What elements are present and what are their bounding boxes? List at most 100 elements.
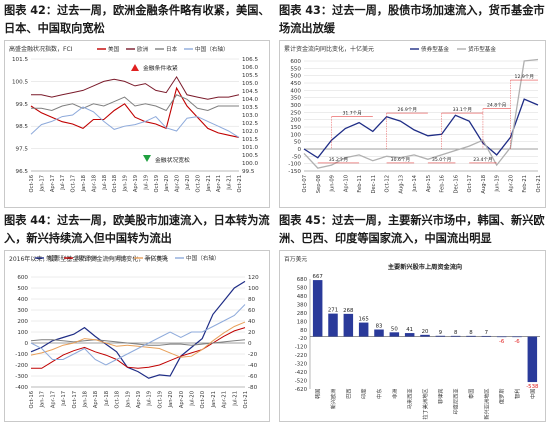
x-tick-label: Feb-16 (440, 175, 446, 193)
chart-45-panel: 百万美元 主要新兴股市上周资金流向 -620 -520 -420 -320 -220 -120… (279, 250, 546, 422)
category-label: 智利 (513, 389, 521, 399)
y2-tick-label: 20 (248, 330, 256, 336)
x-tick-label: Oct-21 (536, 175, 542, 192)
bar-value-label: 41 (406, 327, 413, 333)
x-tick-label: Jul-21 (227, 175, 233, 191)
x-tick-label: Apr-19 (136, 391, 142, 408)
legend-label: 欧洲 (137, 45, 149, 53)
easing-arrow-icon (143, 155, 151, 162)
x-tick-label: Oct-07 (302, 175, 308, 192)
legend-label: 货币型基金 (468, 45, 496, 53)
bar-value-label: 667 (313, 274, 323, 280)
bar-value-label: 9 (439, 330, 443, 336)
y-tick-label: 50 (294, 140, 302, 146)
y-tick-label: 480 (297, 294, 308, 300)
y2-tick-label: 99.5 (242, 169, 255, 175)
y2-tick-label: 102.0 (242, 129, 258, 135)
chart-title: 主要新兴股市上周资金流向 (388, 263, 462, 271)
y2-tick-label: 104.0 (242, 97, 258, 103)
category-label: 中国 (528, 389, 536, 399)
y-tick-label: 500 (17, 286, 28, 292)
y-tick-label: 96.5 (16, 169, 29, 175)
legend-label: 美国 (108, 45, 120, 53)
y-tick-label: -200 (15, 363, 28, 369)
series-line (31, 94, 239, 112)
x-tick-label: Jan-18 (83, 391, 89, 408)
x-tick-label: Jan-18 (81, 175, 87, 192)
y2-tick-label: 105.0 (242, 81, 258, 87)
cycle-label: 23.4个月 (473, 157, 492, 163)
x-tick-label: Jul-18 (102, 175, 108, 191)
category-label: 俄罗斯 (498, 389, 506, 405)
x-tick-label: Apr-17 (50, 175, 56, 192)
y2-tick-label: 103.0 (242, 113, 258, 119)
cycle-label: 31.7个月 (342, 111, 361, 117)
y-tick-label: 0 (297, 147, 301, 153)
y-tick-label: -100 (288, 162, 301, 168)
x-tick-label: Apr-19 (133, 175, 139, 192)
y-tick-label: -120 (295, 345, 308, 351)
y2-tick-label: -20 (248, 352, 258, 358)
cycle-label: 35.2个月 (329, 157, 348, 163)
category-label: 印度尼西亚 (452, 389, 460, 415)
x-tick-label: Apr-20 (508, 175, 514, 192)
series-line (30, 321, 246, 358)
y2-tick-label: 80 (248, 297, 256, 303)
bar-value-label: 8 (469, 330, 473, 336)
series-line (30, 86, 240, 138)
chart-44-panel: 2016年以来，股票型基金累计资金流向同比变化，十亿美元 -400 -300 -200… (4, 250, 270, 422)
annotation-label: 金融状况宽松 (155, 156, 190, 164)
figure-45-heading: 图表 45：过去一周，主要新兴市场中，韩国、新兴欧洲、巴西、印度等国家流入，中国… (279, 214, 545, 245)
y-tick-label: 280 (297, 311, 308, 317)
cycle-label: 26.9个月 (398, 107, 417, 113)
cycle-label: 30.6个月 (391, 157, 410, 163)
cycle-label: 24.8个月 (487, 103, 506, 109)
y2-tick-label: 101.0 (242, 145, 258, 151)
y-tick-label: -420 (295, 370, 308, 376)
y-tick-label: 350 (290, 96, 301, 102)
y-tick-label: 80 (300, 328, 307, 334)
chart-43-panel: 累计资金流向同比变化，十亿美元 -150 -100 -50 0 50 100 150 200 25… (279, 40, 546, 208)
category-label: 菲律宾 (436, 389, 444, 405)
y2-tick-label: 100 (248, 286, 259, 292)
series-line (31, 75, 240, 100)
bar-value-label: 50 (391, 326, 398, 332)
y-tick-label: 680 (297, 277, 308, 283)
y-tick-label: 200 (17, 319, 28, 325)
figure-43-heading: 图表 43：过去一周，股债市场加速流入，货币基金市场流出放缓 (279, 4, 545, 35)
y-tick-label: 400 (290, 88, 301, 94)
x-tick-label: Apr-21 (216, 175, 222, 192)
category-label: 印度 (360, 389, 368, 399)
x-tick-label: Apr-20 (179, 391, 185, 408)
bar-value-label: 8 (454, 330, 458, 336)
y-tick-label: 180 (297, 319, 308, 325)
bar (358, 322, 369, 337)
x-tick-label: Dec-11 (371, 175, 377, 194)
x-tick-label: Jul-19 (147, 391, 153, 407)
bar (389, 332, 400, 337)
legend-label: 新兴市场 (145, 254, 168, 262)
bar (374, 329, 384, 337)
bar (527, 336, 538, 383)
x-tick-label: Apr-17 (50, 391, 56, 408)
y2-tick-label: -60 (248, 374, 258, 380)
bar-value-label: 271 (328, 308, 338, 314)
x-tick-label: Oct-17 (71, 175, 77, 192)
x-tick-label: Jun-09 (330, 175, 336, 193)
bar (435, 335, 446, 337)
x-tick-label: Apr-10 (343, 175, 349, 192)
x-tick-label: Apr-15 (426, 175, 432, 192)
y-tick-label: -520 (295, 379, 308, 385)
x-tick-label: Jan-20 (164, 175, 170, 192)
legend-label: 中国（右轴） (195, 45, 229, 53)
x-tick-label: Jul-17 (60, 175, 66, 191)
bar-value-label: 7 (485, 330, 488, 336)
bar (512, 336, 522, 338)
x-tick-label: Jan-21 (211, 391, 217, 408)
y2-tick-label: 104.5 (242, 89, 258, 95)
x-tick-label: Oct-21 (237, 175, 243, 192)
y-tick-label: 98.5 (16, 124, 29, 130)
bar-value-label: 165 (359, 317, 369, 323)
y-tick-label: 380 (297, 302, 308, 308)
